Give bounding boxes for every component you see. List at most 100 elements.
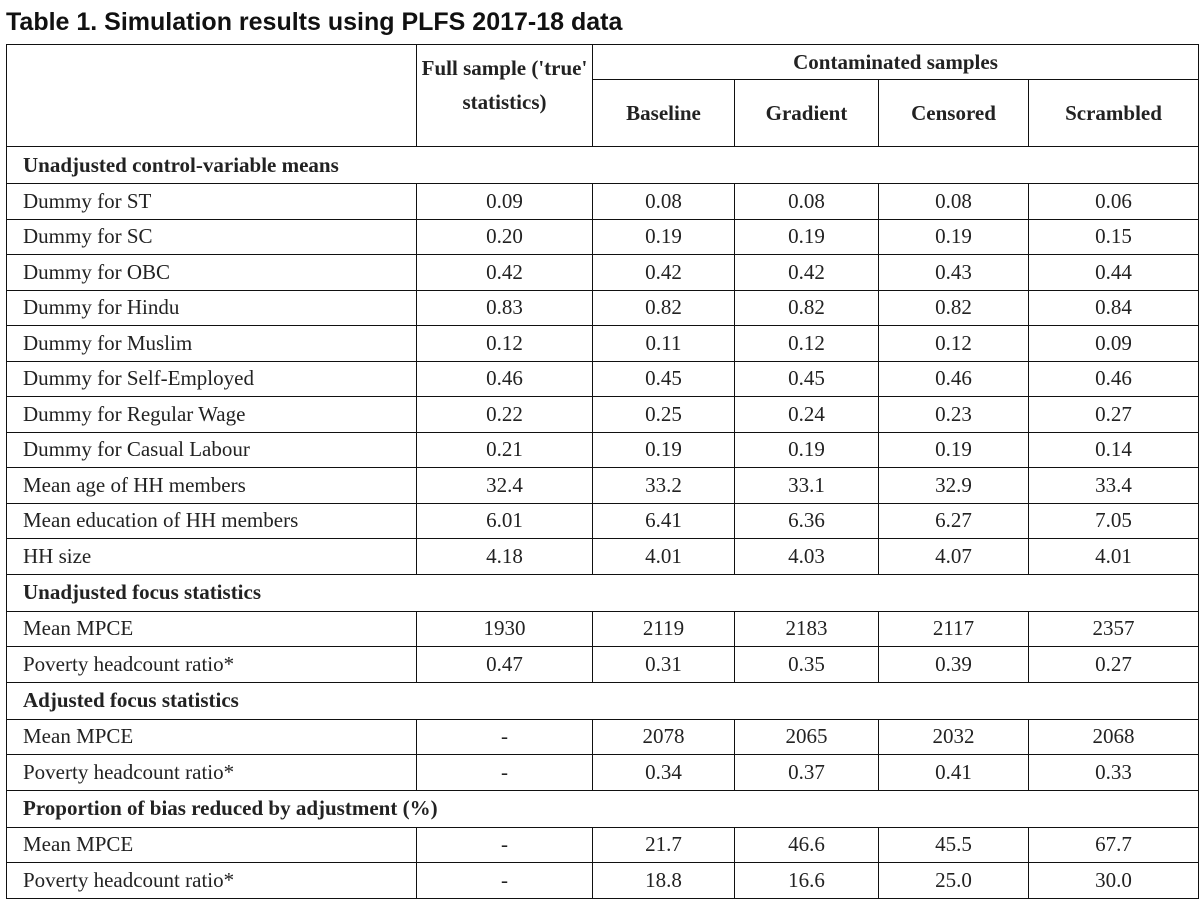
row-label: Mean MPCE [6, 826, 417, 863]
data-row: Poverty headcount ratio* -18.8 16.6 25.0 30.… [6, 862, 1200, 899]
cell-value: 4.03 [734, 538, 879, 575]
cell-value: 4.07 [878, 538, 1029, 575]
row-label: HH size [6, 538, 417, 575]
data-row: Poverty headcount ratio* -0.34 0.37 0.41 0.3… [6, 754, 1200, 791]
cell-value: 0.24 [734, 396, 879, 433]
cell-value: 18.8 [592, 862, 735, 899]
cell-value: 0.08 [592, 183, 735, 220]
section-row: Adjusted focus statistics [5, 681, 1200, 720]
cell-value: 6.36 [734, 502, 879, 539]
cell-value: 33.4 [1027, 467, 1200, 504]
row-label: Dummy for Muslim [6, 325, 417, 362]
data-row: Dummy for Muslim 0.12 0.11 0.12 0.12 0.09 [6, 325, 1200, 362]
cell-value: 0.43 [878, 254, 1029, 291]
row-label: Dummy for OBC [6, 254, 417, 291]
cell-value: 2065 [734, 718, 879, 755]
results-table: Full sample ('true' statistics) Contamin… [5, 44, 1200, 899]
row-label: Mean education of HH members [6, 502, 417, 539]
data-row: Dummy for Regular Wage 0.22 0.25 0.24 0.23 0.… [6, 396, 1200, 433]
data-row: HH size 4.18 4.01 4.03 4.07 4.01 [6, 538, 1200, 575]
cell-value: 0.37 [734, 754, 879, 791]
cell-value: 0.35 [734, 646, 879, 683]
section-row: Unadjusted focus statistics [5, 573, 1200, 612]
cell-value: 32.9 [878, 467, 1029, 504]
header-cell: Gradient [734, 79, 879, 147]
cell-value: 2357 [1027, 610, 1200, 647]
cell-value: 0.14 [1027, 431, 1200, 468]
row-label: Dummy for Regular Wage [6, 396, 417, 433]
header-cell: Full sample ('true' statistics) [416, 44, 593, 147]
cell-value: 0.33 [1027, 754, 1200, 791]
cell-value: 0.19 [734, 218, 879, 255]
cell-value: 0.27 [1027, 396, 1200, 433]
cell-value: 0.15 [1027, 218, 1200, 255]
table-body: Unadjusted control-variable means Dummy f… [5, 146, 1200, 899]
cell-value: 0.46 [1027, 360, 1200, 397]
header-row: Full sample ('true' statistics) Contamin… [6, 44, 1200, 147]
cell-value: 0.46 [416, 360, 593, 397]
cell-value: 0.45 [592, 360, 735, 397]
cell-value: 67.7 [1027, 826, 1200, 863]
cell-value: 0.08 [734, 183, 879, 220]
cell-value: 0.41 [878, 754, 1029, 791]
cell-value: 0.19 [592, 431, 735, 468]
cell-value: 46.6 [734, 826, 879, 863]
cell-value: 0.42 [416, 254, 593, 291]
data-row: Dummy for Casual Labour 0.21 0.19 0.19 0.19 0… [6, 431, 1200, 468]
cell-value: 0.22 [416, 396, 593, 433]
cell-value: 0.42 [592, 254, 735, 291]
cell-value: 0.21 [416, 431, 593, 468]
cell-value: 0.44 [1027, 254, 1200, 291]
cell-value: 2183 [734, 610, 879, 647]
cell-value: 0.09 [1027, 325, 1200, 362]
data-row: Mean MPCE 1930 2119 2183 2117 2357 [6, 610, 1200, 647]
header-cell: Censored [878, 79, 1029, 147]
row-label: Dummy for Hindu [6, 289, 417, 326]
cell-value: 6.01 [416, 502, 593, 539]
cell-value: 0.19 [878, 218, 1029, 255]
cell-value: 0.08 [878, 183, 1029, 220]
cell-value: 2117 [878, 610, 1029, 647]
cell-value: 0.06 [1027, 183, 1200, 220]
cell-value: 0.12 [734, 325, 879, 362]
cell-value: 0.46 [878, 360, 1029, 397]
cell-value: 4.18 [416, 538, 593, 575]
row-label: Mean age of HH members [6, 467, 417, 504]
row-label: Dummy for ST [6, 183, 417, 220]
data-row: Mean MPCE -21.7 46.6 45.5 67.7 [6, 826, 1200, 863]
row-label: Dummy for Casual Labour [6, 431, 417, 468]
section-row: Proportion of bias reduced by adjustment… [5, 789, 1200, 828]
cell-value: - [416, 862, 593, 899]
section-title: Unadjusted control-variable means [5, 146, 1200, 184]
cell-value: 33.2 [592, 467, 735, 504]
cell-value: 0.45 [734, 360, 879, 397]
section-row: Unadjusted control-variable means [5, 146, 1200, 184]
cell-value: 4.01 [592, 538, 735, 575]
cell-value: 0.47 [416, 646, 593, 683]
cell-value: 0.84 [1027, 289, 1200, 326]
row-label: Mean MPCE [6, 718, 417, 755]
cell-value: 2078 [592, 718, 735, 755]
row-label: Poverty headcount ratio* [6, 646, 417, 683]
section-title: Proportion of bias reduced by adjustment… [5, 789, 1200, 828]
header-cell: Baseline [592, 79, 735, 147]
cell-value: 7.05 [1027, 502, 1200, 539]
data-row: Dummy for OBC 0.42 0.42 0.42 0.43 0.44 [6, 254, 1200, 291]
header-cell: Scrambled [1027, 79, 1200, 147]
cell-value: 0.20 [416, 218, 593, 255]
table-title: Table 1. Simulation results using PLFS 2… [6, 8, 623, 36]
data-row: Dummy for ST 0.09 0.08 0.08 0.08 0.06 [6, 183, 1200, 220]
cell-value: 2119 [592, 610, 735, 647]
row-label: Poverty headcount ratio* [6, 862, 417, 899]
data-row: Mean MPCE -2078 2065 2032 2068 [6, 718, 1200, 755]
cell-value: 16.6 [734, 862, 879, 899]
cell-value: - [416, 718, 593, 755]
row-label: Poverty headcount ratio* [6, 754, 417, 791]
cell-value: 0.23 [878, 396, 1029, 433]
cell-value: 25.0 [878, 862, 1029, 899]
cell-value: 0.39 [878, 646, 1029, 683]
cell-value: 0.82 [734, 289, 879, 326]
data-row: Dummy for Self-Employed 0.46 0.45 0.45 0.46 0… [6, 360, 1200, 397]
cell-value: 45.5 [878, 826, 1029, 863]
